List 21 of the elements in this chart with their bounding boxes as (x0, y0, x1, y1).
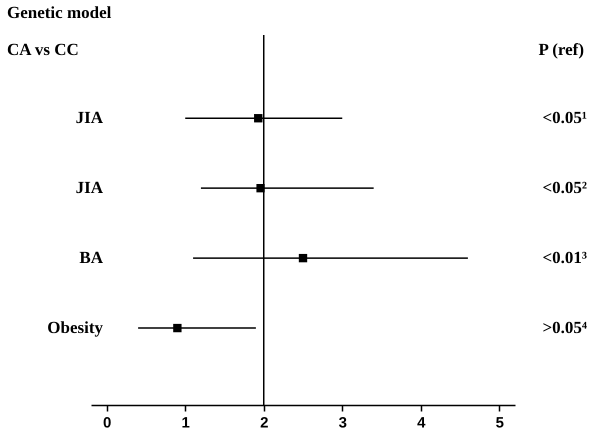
y-tick-label: JIA (76, 108, 104, 128)
text: <0.05² (542, 178, 587, 198)
y-tick-label: BA (79, 248, 104, 268)
point (298, 254, 308, 262)
point (254, 114, 262, 122)
x-tick-label: 2 (260, 414, 268, 432)
x-tick-label: 5 (496, 414, 504, 432)
chart-title: Genetic model (7, 3, 112, 22)
text: <0.05¹ (542, 108, 587, 128)
chart-subtitle: CA vs CC (7, 40, 79, 59)
x-tick-label: 4 (417, 414, 426, 432)
text: <0.01³ (542, 248, 587, 268)
point (173, 324, 182, 332)
x-tick-label: 0 (103, 414, 112, 432)
y-tick-label: JIA (76, 178, 104, 198)
text: >0.05⁴ (542, 318, 587, 338)
y-tick-label: Obesity (47, 318, 104, 338)
point (256, 184, 265, 192)
x-tick-label: 3 (338, 414, 347, 432)
text: P (ref) (538, 40, 584, 59)
x-tick-label: 1 (182, 414, 190, 432)
